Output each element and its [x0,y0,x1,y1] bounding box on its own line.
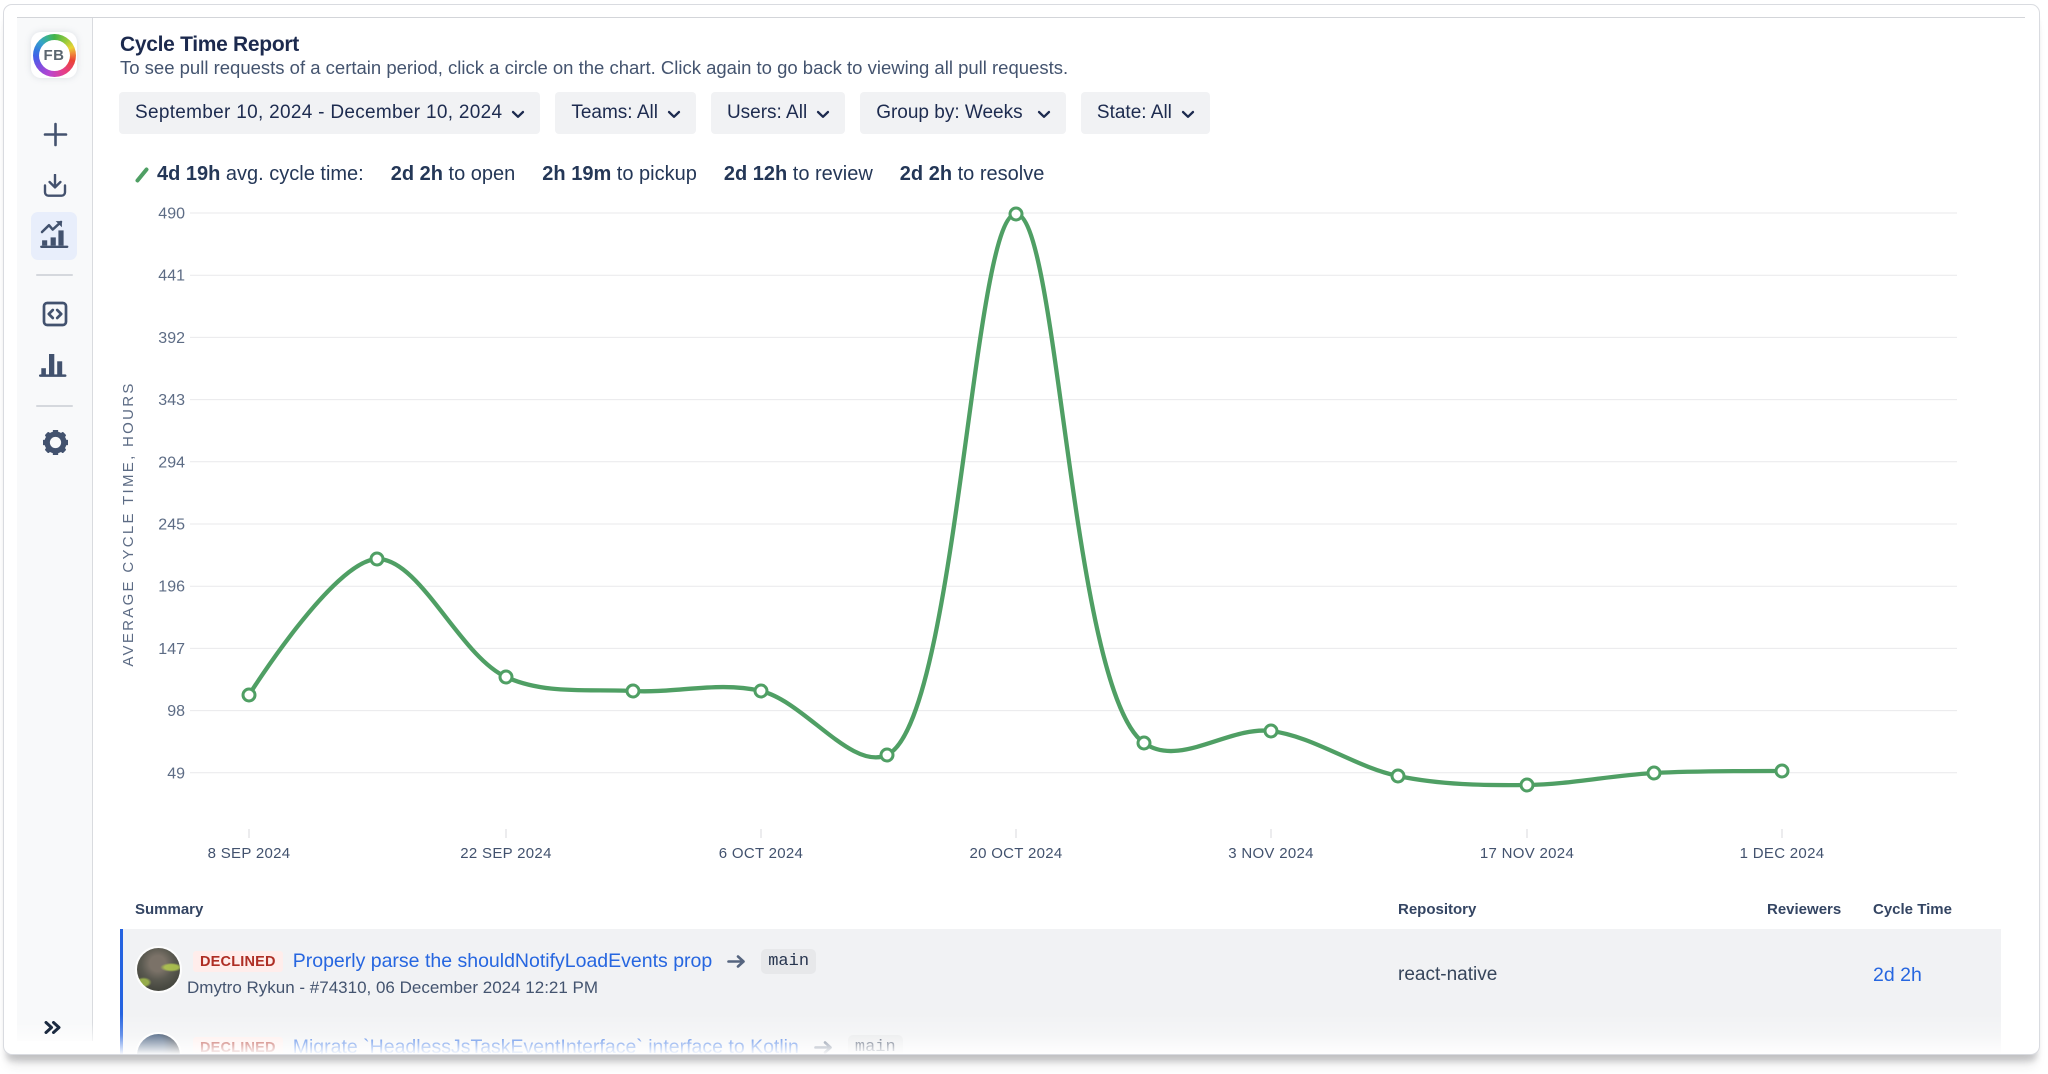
svg-text:392: 392 [158,330,185,347]
svg-text:147: 147 [158,641,185,658]
svg-text:490: 490 [158,205,185,222]
svg-text:6 OCT 2024: 6 OCT 2024 [719,845,803,862]
svg-text:17 NOV 2024: 17 NOV 2024 [1480,845,1574,862]
svg-text:1 DEC 2024: 1 DEC 2024 [1740,845,1825,862]
svg-text:441: 441 [158,268,185,285]
svg-text:49: 49 [167,765,185,782]
svg-text:8 SEP 2024: 8 SEP 2024 [208,845,291,862]
svg-text:AVERAGE CYCLE TIME, HOURS: AVERAGE CYCLE TIME, HOURS [120,381,137,666]
svg-text:3 NOV 2024: 3 NOV 2024 [1228,845,1314,862]
svg-text:22 SEP 2024: 22 SEP 2024 [460,845,551,862]
svg-text:98: 98 [167,703,185,720]
svg-text:196: 196 [158,579,185,596]
svg-text:343: 343 [158,392,185,409]
svg-text:245: 245 [158,516,185,533]
svg-text:20 OCT 2024: 20 OCT 2024 [969,845,1062,862]
svg-text:294: 294 [158,454,185,471]
